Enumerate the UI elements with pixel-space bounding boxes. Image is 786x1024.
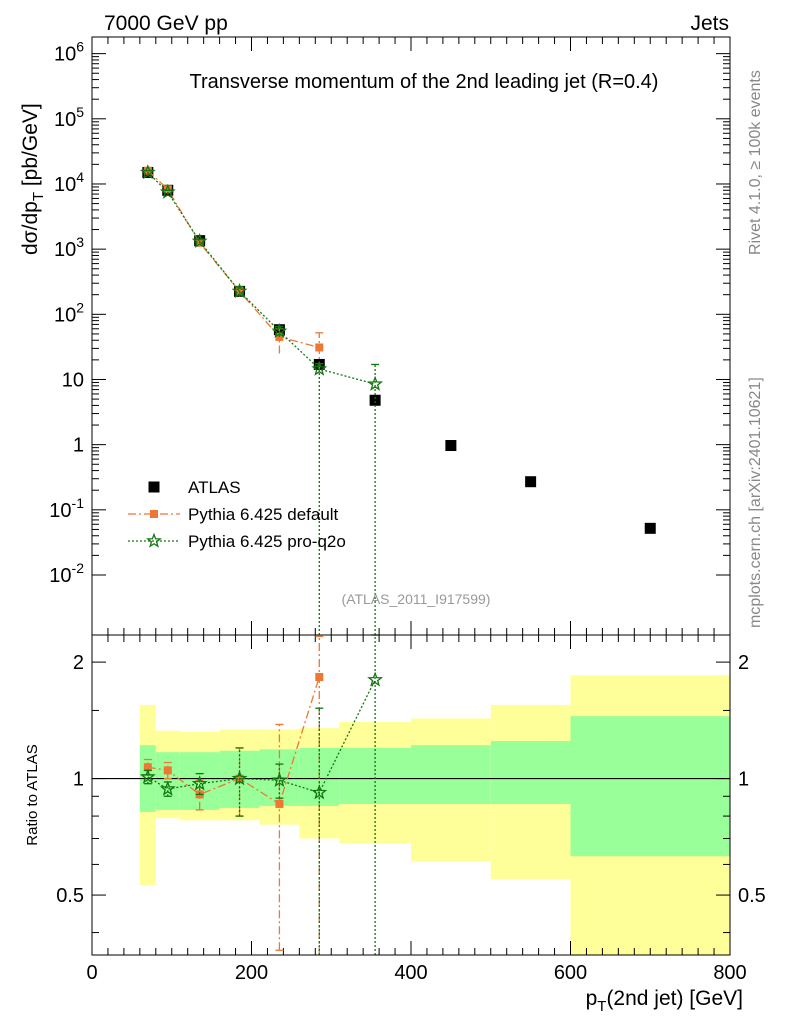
ratio-pythia-proq2o-point bbox=[139, 768, 156, 784]
ratio-axis-ticks: 0.5 0.5 1 1 2 2 0 200 400 600 800 bbox=[56, 635, 766, 984]
y-tick-label: 102 bbox=[54, 299, 84, 326]
pythia-proq2o-point bbox=[311, 360, 328, 376]
legend: ATLAS Pythia 6.425 default Pythia 6.425 pr… bbox=[128, 478, 346, 551]
legend-marker-pythia-proq2o bbox=[146, 532, 162, 548]
x-tick-label: 800 bbox=[713, 962, 746, 984]
ratio-band-inner bbox=[411, 745, 491, 804]
main-title: Transverse momentum of the 2nd leading j… bbox=[190, 71, 659, 93]
main-axis-ticks: 10-2 10-1 1 10 102 103 104 105 106 bbox=[49, 37, 731, 635]
legend-marker-atlas bbox=[148, 481, 160, 493]
pythia-default-point bbox=[315, 343, 324, 352]
y-tick-label: 10-1 bbox=[49, 495, 84, 522]
pythia-proq2o-point bbox=[191, 232, 208, 249]
ratio-frame bbox=[91, 634, 731, 956]
atlas-point bbox=[445, 440, 457, 452]
ratio-pythia-proq2o-line bbox=[147, 679, 376, 794]
ratio-pythia-default-point bbox=[275, 799, 284, 808]
svg-text:dσ/dpT [pb/GeV]: dσ/dpT [pb/GeV] bbox=[19, 103, 47, 255]
pythia-proq2o-point bbox=[159, 183, 176, 199]
legend-marker-pythia-default bbox=[150, 510, 158, 518]
ratio-uncertainty-bands bbox=[92, 675, 730, 955]
analysis-tag: (ATLAS_2011_I917599) bbox=[342, 591, 491, 607]
ratio-y-tick-label-left: 0.5 bbox=[56, 885, 84, 907]
y-tick-label: 1 bbox=[73, 435, 84, 457]
pythia-proq2o-point bbox=[231, 283, 248, 299]
y-tick-label: 10 bbox=[62, 369, 84, 391]
category-label: Jets bbox=[690, 12, 729, 35]
legend-label-atlas: ATLAS bbox=[188, 478, 241, 497]
legend-label-pythia-proq2o: Pythia 6.425 pro-q2o bbox=[188, 532, 346, 551]
legend-label-pythia-default: Pythia 6.425 default bbox=[188, 505, 339, 524]
ratio-data-series bbox=[139, 634, 384, 955]
main-panel: 10-2 10-1 1 10 102 103 104 105 106 Transverse mo… bbox=[19, 36, 731, 636]
atlas-point bbox=[525, 476, 537, 488]
x-tick-label: 0 bbox=[86, 962, 97, 984]
ratio-pythia-default-point bbox=[315, 673, 324, 682]
ratio-pythia-proq2o-point bbox=[159, 780, 176, 796]
ratio-band-inner bbox=[339, 747, 411, 804]
pythia-proq2o-point bbox=[271, 322, 288, 338]
main-y-axis-label: dσ/dpT [pb/GeV] bbox=[19, 103, 47, 255]
ratio-y-tick-label-right: 1 bbox=[738, 769, 749, 791]
ratio-pythia-default-point bbox=[143, 763, 152, 772]
mcplots-source-label: mcplots.cern.ch [arXiv:2401.10621] bbox=[747, 377, 764, 628]
ratio-band-inner bbox=[490, 741, 571, 804]
ratio-pythia-proq2o-point bbox=[191, 775, 208, 791]
x-tick-label: 200 bbox=[235, 962, 268, 984]
ratio-band-inner bbox=[570, 716, 730, 857]
pythia-default-point bbox=[163, 185, 172, 194]
x-tick-label: 400 bbox=[394, 962, 427, 984]
pythia-default-line bbox=[147, 170, 320, 349]
ratio-pythia-default-point bbox=[163, 766, 172, 775]
y-tick-label: 105 bbox=[54, 104, 84, 131]
ratio-pythia-proq2o-point bbox=[271, 771, 288, 788]
y-tick-label: 106 bbox=[54, 39, 84, 66]
ratio-panel: 0.5 0.5 1 1 2 2 0 200 400 600 800 Ratio to ATLAS bbox=[24, 634, 766, 984]
x-axis-title: pT(2nd jet) [GeV] bbox=[586, 987, 743, 1015]
y-tick-label: 104 bbox=[54, 169, 84, 196]
ratio-pythia-proq2o-point bbox=[231, 770, 248, 786]
ratio-y-tick-label-left: 2 bbox=[73, 652, 84, 674]
beam-label: 7000 GeV pp bbox=[104, 12, 228, 35]
y-tick-label: 103 bbox=[54, 234, 84, 261]
ratio-pythia-proq2o-series bbox=[139, 634, 384, 955]
pythia-proq2o-point bbox=[367, 375, 384, 391]
ratio-y-tick-label-left: 1 bbox=[73, 769, 84, 791]
ratio-y-tick-label-right: 0.5 bbox=[738, 885, 766, 907]
y-tick-label: 10-2 bbox=[49, 560, 84, 587]
ratio-y-tick-label-right: 2 bbox=[738, 652, 749, 674]
pythia-proq2o-point bbox=[139, 164, 156, 180]
x-tick-label: 600 bbox=[554, 962, 587, 984]
atlas-point bbox=[369, 394, 381, 406]
pythia-proq2o-line bbox=[147, 172, 376, 385]
ratio-pythia-proq2o-point bbox=[367, 671, 384, 687]
rivet-version-label: Rivet 4.1.0, ≥ 100k events bbox=[747, 70, 764, 255]
main-data-series bbox=[139, 164, 656, 635]
ratio-y-axis-label: Ratio to ATLAS bbox=[24, 744, 41, 845]
ratio-pythia-proq2o-point bbox=[311, 784, 328, 800]
atlas-point bbox=[644, 522, 656, 534]
svg-text:pT(2nd jet) [GeV]: pT(2nd jet) [GeV] bbox=[586, 987, 743, 1015]
pythia-proq2o-series bbox=[139, 164, 384, 635]
